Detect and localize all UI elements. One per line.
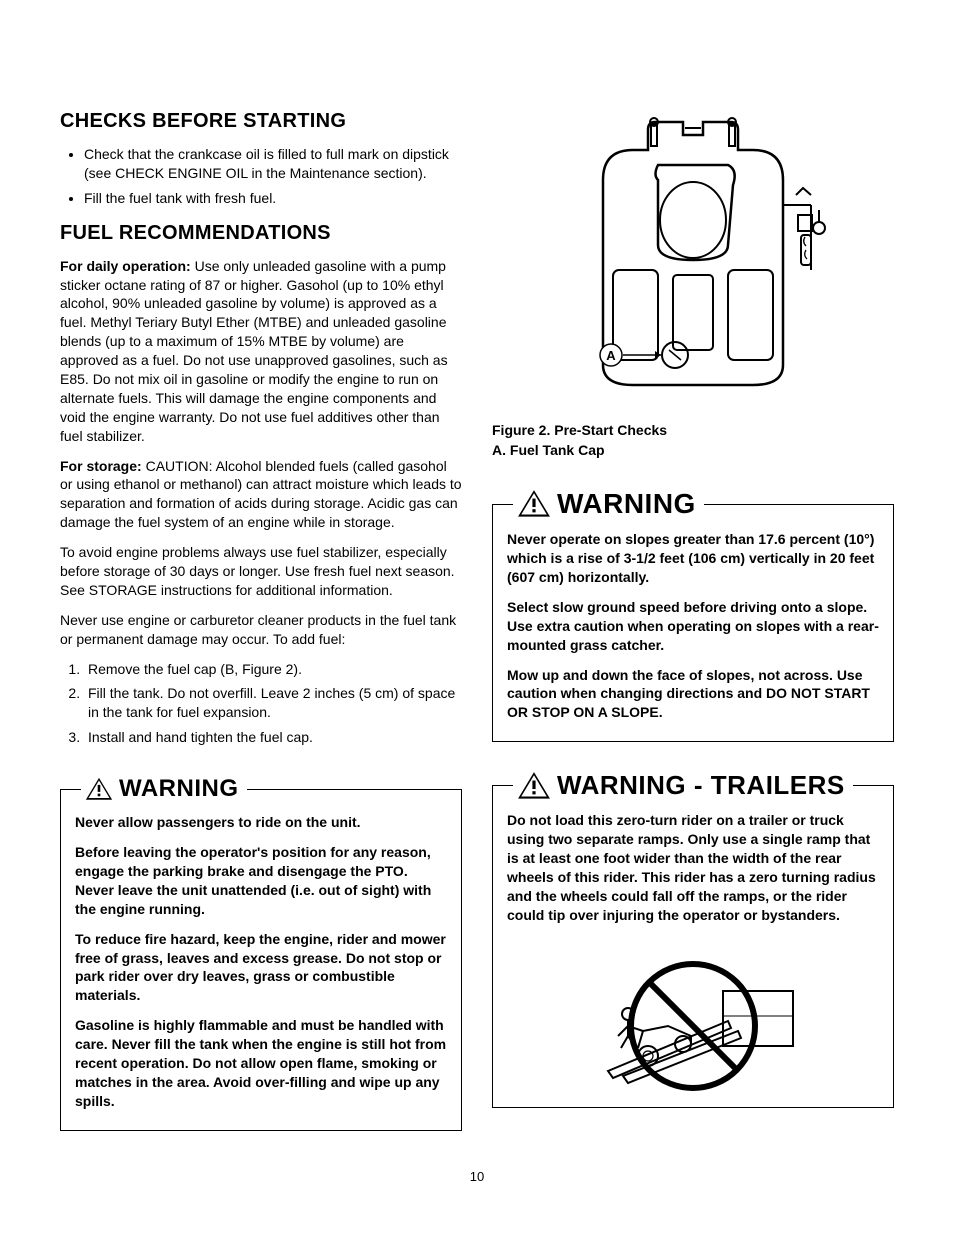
- figure-caption-line2: A. Fuel Tank Cap: [492, 441, 894, 461]
- fuel-storage-para: For storage: CAUTION: Alcohol blended fu…: [60, 457, 462, 533]
- warning-para: Never operate on slopes greater than 17.…: [507, 530, 879, 587]
- no-two-ramps-svg: [573, 936, 813, 1096]
- warning-para: Gasoline is highly flammable and must be…: [75, 1016, 447, 1110]
- warning-para: Mow up and down the face of slopes, not …: [507, 666, 879, 723]
- warning-para: To reduce fire hazard, keep the engine, …: [75, 930, 447, 1006]
- figure-caption-line1: Figure 2. Pre-Start Checks: [492, 421, 894, 441]
- page-content: CHECKS BEFORE STARTING Check that the cr…: [0, 0, 954, 1224]
- svg-text:A: A: [606, 348, 616, 363]
- fuel-daily-para: For daily operation: Use only unleaded g…: [60, 257, 462, 446]
- fuel-cleaner-para: Never use engine or carburetor cleaner p…: [60, 611, 462, 649]
- left-column: CHECKS BEFORE STARTING Check that the cr…: [60, 110, 462, 1145]
- fuel-step: Fill the tank. Do not overfill. Leave 2 …: [84, 684, 462, 722]
- warning-para: Never allow passengers to ride on the un…: [75, 813, 447, 832]
- trailer-prohibition-diagram: [507, 936, 879, 1099]
- alert-triangle-icon: [85, 777, 113, 801]
- fuel-stabilizer-para: To avoid engine problems always use fuel…: [60, 543, 462, 600]
- lead-text: For daily operation:: [60, 258, 191, 274]
- warning-header: WARNING: [513, 488, 704, 520]
- fuel-step: Install and hand tighten the fuel cap.: [84, 728, 462, 747]
- figure-2-diagram: A: [492, 110, 894, 413]
- checks-heading: CHECKS BEFORE STARTING: [60, 110, 462, 133]
- checks-item: Check that the crankcase oil is filled t…: [84, 145, 462, 183]
- warning-box-slopes: WARNING Never operate on slopes greater …: [492, 488, 894, 742]
- fuel-heading: FUEL RECOMMENDATIONS: [60, 222, 462, 245]
- warning-header: WARNING: [81, 775, 247, 803]
- warning-para: Before leaving the operator's position f…: [75, 843, 447, 919]
- page-number: 10: [60, 1169, 894, 1184]
- alert-triangle-icon: [517, 771, 551, 801]
- warning-title: WARNING: [557, 488, 696, 520]
- warning-title: WARNING - TRAILERS: [557, 770, 845, 801]
- fuel-step: Remove the fuel cap (B, Figure 2).: [84, 660, 462, 679]
- warning-header: WARNING - TRAILERS: [513, 770, 853, 801]
- mower-top-view-svg: A: [543, 110, 843, 410]
- right-column: A: [492, 110, 894, 1145]
- warning-box-left: WARNING Never allow passengers to ride o…: [60, 775, 462, 1130]
- two-column-layout: CHECKS BEFORE STARTING Check that the cr…: [60, 110, 894, 1145]
- warning-title: WARNING: [119, 775, 239, 803]
- lead-text: For storage:: [60, 458, 142, 474]
- alert-triangle-icon: [517, 489, 551, 519]
- warning-para: Do not load this zero-turn rider on a tr…: [507, 811, 879, 924]
- warning-box-trailers: WARNING - TRAILERS Do not load this zero…: [492, 770, 894, 1107]
- warning-para: Select slow ground speed before driving …: [507, 598, 879, 655]
- para-text: Use only unleaded gasoline with a pump s…: [60, 258, 448, 444]
- checks-list: Check that the crankcase oil is filled t…: [60, 145, 462, 208]
- fuel-steps: Remove the fuel cap (B, Figure 2). Fill …: [60, 660, 462, 748]
- checks-item: Fill the fuel tank with fresh fuel.: [84, 189, 462, 208]
